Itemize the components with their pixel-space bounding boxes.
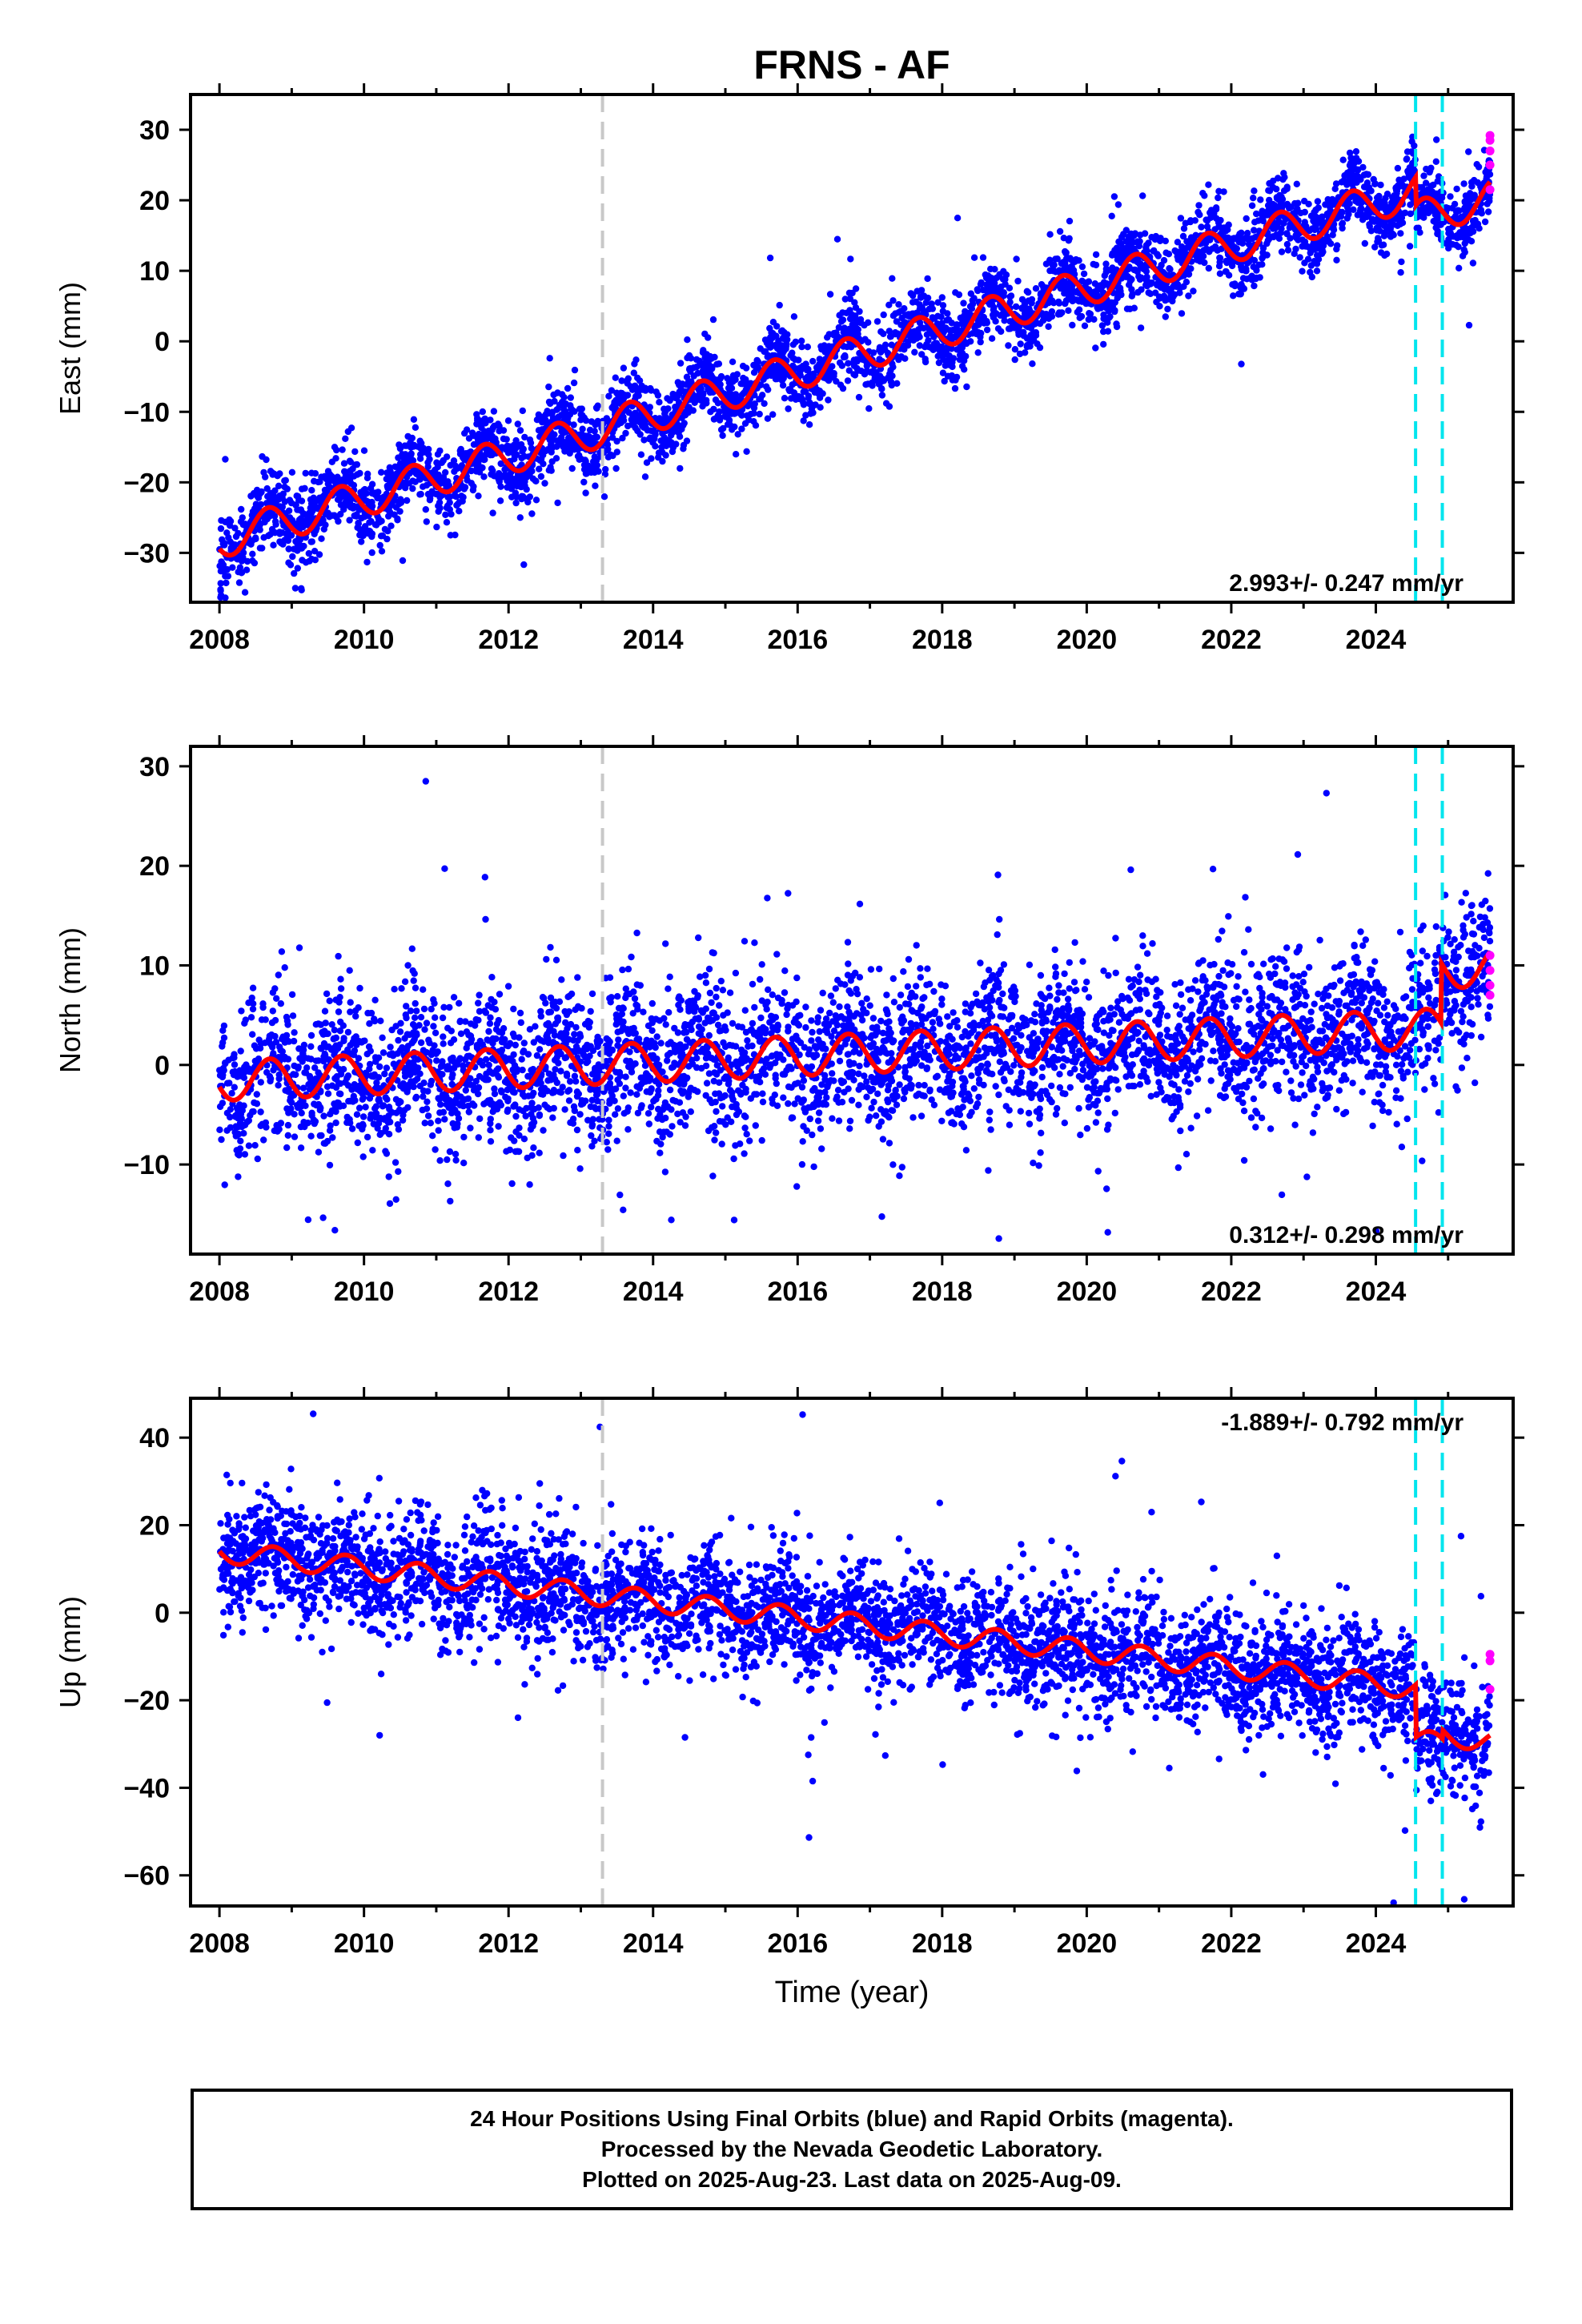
- rapid-orbit-point: [1485, 160, 1495, 170]
- x-tick-label: 2018: [912, 1928, 973, 1959]
- x-tick-label: 2010: [334, 1277, 395, 1307]
- panels: 2008 2010 2012 2014 2016 2018 2020 2022 2024−30−…: [54, 83, 1524, 2009]
- rapid-orbit-point: [1485, 185, 1495, 195]
- panel-1: 2008 2010 2012 2014 2016 2018 2020 2022 2024−100…: [54, 735, 1524, 1307]
- rate-annotation: -1.889+/- 0.792 mm/yr: [1221, 1409, 1464, 1436]
- x-tick-label: 2014: [623, 1277, 684, 1307]
- x-tick-label: 2016: [767, 1277, 828, 1307]
- x-tick-label: 2016: [767, 625, 828, 655]
- rapid-orbit-point: [1485, 966, 1495, 975]
- y-tick-label: 0: [155, 327, 170, 357]
- chart-title: FRNS - AF: [753, 42, 950, 87]
- y-tick-label: −60: [123, 1861, 170, 1892]
- info-line-processed-by: Processed by the Nevada Geodetic Laborat…: [600, 2137, 1103, 2161]
- rapid-orbit-point: [1485, 1650, 1495, 1659]
- x-tick-label: 2020: [1057, 1277, 1118, 1307]
- rapid-orbit-point: [1485, 1656, 1495, 1666]
- y-tick-label: 0: [155, 1051, 170, 1081]
- y-tick-label: 10: [139, 256, 170, 287]
- x-tick-label: 2012: [478, 625, 539, 655]
- y-axis-label: North (mm): [54, 927, 86, 1073]
- y-tick-label: 40: [139, 1423, 170, 1454]
- final-orbit-points: [216, 133, 1494, 601]
- info-box: 24 Hour Positions Using Final Orbits (bl…: [191, 2089, 1513, 2210]
- x-tick-label: 2018: [912, 1277, 973, 1307]
- y-tick-label: 10: [139, 951, 170, 981]
- rapid-orbit-point: [1485, 991, 1495, 1000]
- x-tick-label: 2014: [623, 625, 684, 655]
- x-tick-label: 2008: [189, 625, 250, 655]
- plot-frame: [189, 93, 1515, 604]
- x-tick-label: 2022: [1201, 1277, 1262, 1307]
- x-tick-label: 2018: [912, 625, 973, 655]
- x-tick-label: 2012: [478, 1277, 539, 1307]
- x-tick-label: 2020: [1057, 1928, 1118, 1959]
- model-curve: [217, 170, 1492, 558]
- rate-annotation: 0.312+/- 0.298 mm/yr: [1229, 1222, 1464, 1248]
- y-tick-label: 30: [139, 752, 170, 782]
- x-tick-label: 2008: [189, 1928, 250, 1959]
- rapid-orbit-point: [1485, 951, 1495, 960]
- y-tick-label: −10: [123, 1150, 170, 1180]
- final-orbit-points: [216, 1398, 1493, 1906]
- x-tick-label: 2012: [478, 1928, 539, 1959]
- y-tick-label: 20: [139, 186, 170, 216]
- x-tick-label: 2024: [1346, 1928, 1407, 1959]
- x-tick-label: 2010: [334, 1928, 395, 1959]
- rapid-orbit-point: [1485, 1684, 1495, 1694]
- y-tick-label: 20: [139, 851, 170, 882]
- y-tick-label: 30: [139, 115, 170, 146]
- y-tick-label: 0: [155, 1598, 170, 1629]
- y-tick-label: −20: [123, 1686, 170, 1716]
- y-tick-label: 20: [139, 1511, 170, 1542]
- x-tick-label: 2010: [334, 625, 395, 655]
- y-tick-label: −20: [123, 468, 170, 498]
- x-tick-label: 2022: [1201, 1928, 1262, 1959]
- x-tick-label: 2020: [1057, 625, 1118, 655]
- x-tick-label: 2024: [1346, 625, 1407, 655]
- plot-frame: [189, 745, 1515, 1256]
- rapid-orbit-point: [1485, 980, 1495, 990]
- x-tick-label: 2016: [767, 1928, 828, 1959]
- x-tick-label: 2014: [623, 1928, 684, 1959]
- y-tick-label: −40: [123, 1773, 170, 1803]
- y-tick-label: −30: [123, 538, 170, 569]
- x-tick-label: 2024: [1346, 1277, 1407, 1307]
- panel-2: 2008 2010 2012 2014 2016 2018 2020 2022 2024 −60 −…: [54, 1387, 1524, 2009]
- y-axis-label: Up (mm): [54, 1596, 86, 1708]
- rapid-orbit-point: [1485, 146, 1495, 155]
- x-axis-label: Time (year): [775, 1976, 930, 2009]
- panel-0: 2008 2010 2012 2014 2016 2018 2020 2022 2024−30−…: [54, 83, 1524, 655]
- x-tick-label: 2022: [1201, 625, 1262, 655]
- model-curve: [217, 1544, 1492, 1751]
- y-tick-label: −10: [123, 397, 170, 428]
- model-curve: [217, 950, 1492, 1103]
- rapid-orbit-point: [1485, 131, 1495, 140]
- info-line-plot-dates: Plotted on 2025-Aug-23. Last data on 202…: [582, 2167, 1122, 2192]
- y-axis-label: East (mm): [54, 282, 86, 415]
- plot-frame: [189, 1397, 1515, 1908]
- final-orbit-points: [216, 778, 1494, 1242]
- info-line-orbits: 24 Hour Positions Using Final Orbits (bl…: [470, 2106, 1234, 2131]
- x-tick-label: 2008: [189, 1277, 250, 1307]
- rate-annotation: 2.993+/- 0.247 mm/yr: [1229, 570, 1464, 597]
